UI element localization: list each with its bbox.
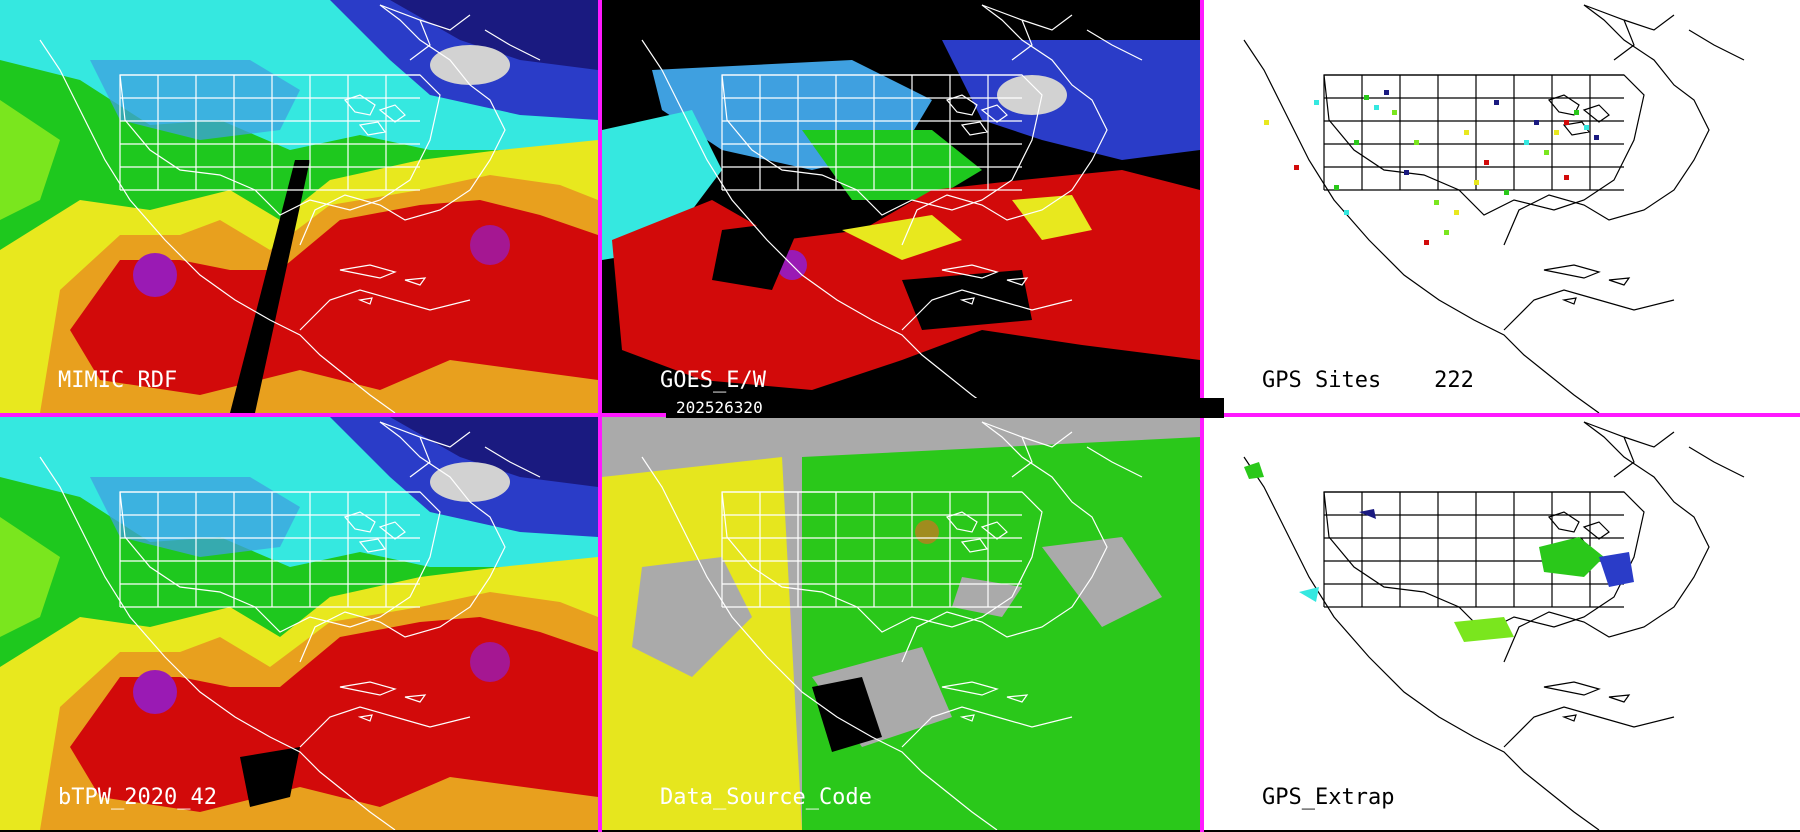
panel-gps-extrap: GPS_Extrap	[1204, 417, 1800, 830]
panel-label-gps-sites: GPS Sites 222	[1262, 368, 1474, 393]
panel-label-goes: GOES_E/W	[660, 368, 766, 393]
panel-btpw: bTPW_2020_42	[0, 417, 598, 830]
panel-label-btpw: bTPW_2020_42	[58, 785, 217, 810]
tpw-map-mimic	[0, 0, 598, 413]
panel-mimic-rdf: MIMIC RDF	[0, 0, 598, 413]
panel-label-gps-extrap: GPS_Extrap	[1262, 785, 1395, 810]
panel-gps-sites: GPS Sites 222	[1204, 0, 1800, 413]
gps-extrap-map	[1204, 417, 1800, 830]
timestamp-bar: 202526320	[666, 398, 1224, 418]
panel-goes: GOES_E/W	[602, 0, 1200, 413]
tpw-map-btpw	[0, 417, 598, 830]
gps-sites-map	[1204, 0, 1800, 413]
data-source-map	[602, 417, 1200, 830]
tpw-map-goes	[602, 0, 1200, 413]
panel-label-mimic-rdf: MIMIC RDF	[58, 368, 178, 393]
panel-data-source: Data_Source_Code	[602, 417, 1200, 830]
panel-label-data-source: Data_Source_Code	[660, 785, 872, 810]
